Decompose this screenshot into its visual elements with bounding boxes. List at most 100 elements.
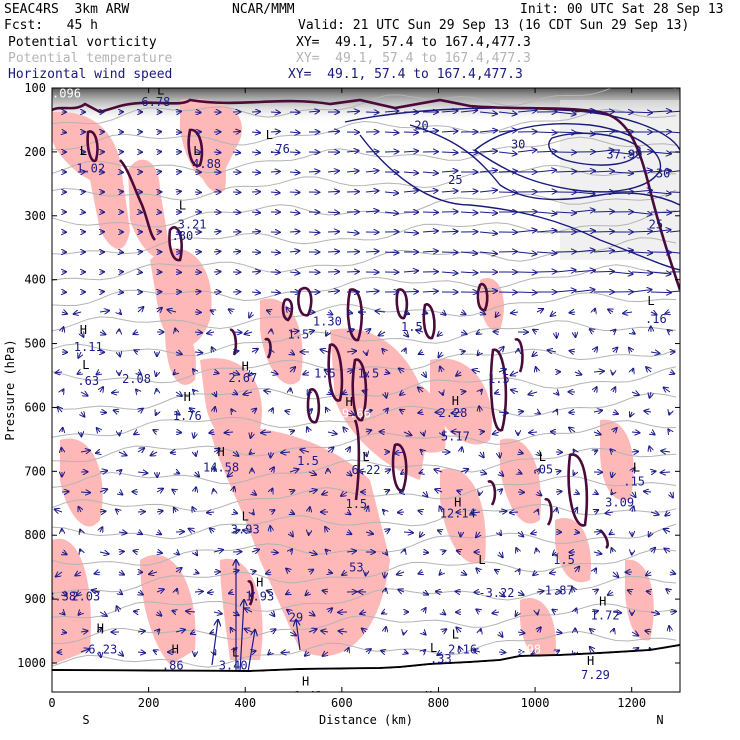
wind-arrow xyxy=(398,590,405,592)
wind-arrow xyxy=(133,551,138,552)
wind-arrow xyxy=(441,252,458,253)
wind-arrow xyxy=(366,329,370,332)
wind-arrow xyxy=(536,367,537,372)
annotation-label: H xyxy=(302,674,309,688)
wind-arrow xyxy=(479,112,497,114)
wind-arrow xyxy=(664,529,671,532)
wind-arrow xyxy=(289,132,300,133)
wind-arrow xyxy=(418,511,423,512)
wind-arrow xyxy=(97,428,100,432)
wind-arrow xyxy=(441,191,458,192)
pv-shade-area xyxy=(180,99,242,182)
wind-arrow xyxy=(281,452,291,453)
wind-arrow xyxy=(78,372,82,374)
y-tick-label: 800 xyxy=(24,528,46,542)
wind-arrow xyxy=(303,372,310,374)
wind-arrow xyxy=(251,431,253,438)
annotation-label: 1.5 xyxy=(288,327,310,341)
wind-arrow xyxy=(460,110,477,112)
annotation-label: L xyxy=(82,358,89,372)
wind-arrow xyxy=(245,332,253,334)
annotation-label: .86 xyxy=(162,658,184,672)
wind-arrow xyxy=(403,291,418,292)
wind-arrow xyxy=(365,410,372,412)
wind-arrow xyxy=(323,652,328,656)
pv-contour-line xyxy=(247,580,254,606)
wind-arrow xyxy=(138,532,142,534)
wind-arrow xyxy=(498,171,517,172)
wind-arrow xyxy=(422,131,438,132)
wind-arrow xyxy=(290,388,291,392)
wind-arrow xyxy=(213,152,221,153)
wind-arrow xyxy=(250,452,252,454)
wind-arrow xyxy=(613,412,618,414)
wind-arrow xyxy=(95,572,100,574)
wind-arrow xyxy=(346,171,359,172)
wind-arrow xyxy=(550,572,557,573)
wind-arrow xyxy=(270,552,278,553)
pv-shade-area xyxy=(380,378,446,453)
wind-arrow xyxy=(327,131,339,132)
field-xy-pv: XY= 49.1, 57.4 to 167.4,477.3 xyxy=(296,35,531,50)
wind-arrow xyxy=(517,632,525,633)
wind-arrow xyxy=(610,449,613,452)
y-tick-label: 200 xyxy=(24,145,46,159)
wind-arrow xyxy=(612,250,633,252)
wind-arrow xyxy=(62,132,66,133)
annotation-label: H xyxy=(599,595,606,609)
wind-arrow xyxy=(249,312,252,318)
wind-arrow xyxy=(232,212,240,213)
wind-arrow xyxy=(669,626,670,633)
wind-arrow xyxy=(366,649,371,652)
wind-arrow xyxy=(645,631,652,632)
y-tick-label: 1000 xyxy=(17,656,46,670)
wind-arrow xyxy=(382,612,385,614)
theta-contour-line xyxy=(52,392,677,438)
wind-arrow xyxy=(232,351,239,352)
annotation-label: 29 xyxy=(289,610,303,624)
wind-arrow xyxy=(650,512,659,515)
x-tick-label: 400 xyxy=(234,696,256,710)
wind-arrow xyxy=(422,231,438,232)
wind-arrow xyxy=(669,412,670,415)
wind-arrow xyxy=(366,506,368,513)
wind-arrow xyxy=(536,212,556,214)
wind-arrow xyxy=(670,572,675,574)
wind-arrow xyxy=(665,512,670,516)
wind-arrow xyxy=(194,112,201,113)
wind-arrow xyxy=(440,367,442,372)
pv-contour-line xyxy=(86,130,99,163)
y-tick-label: 100 xyxy=(24,81,46,95)
wind-vectors xyxy=(55,110,680,673)
annotation-label: .63 xyxy=(77,374,99,388)
wind-arrow xyxy=(365,251,379,252)
wind-arrow xyxy=(498,369,506,372)
wind-arrow xyxy=(476,532,480,537)
wind-arrow xyxy=(328,608,332,612)
annotation-label: L xyxy=(362,450,369,464)
wind-arrow xyxy=(461,572,466,575)
wind-arrow xyxy=(403,232,418,233)
annotation-label: 9.66 xyxy=(342,407,371,421)
wind-arrow xyxy=(239,600,244,673)
wind-arrow xyxy=(518,532,523,537)
annotation-label: 5.17 xyxy=(441,430,470,444)
wind-arrow xyxy=(270,171,280,172)
wind-arrow xyxy=(668,429,670,432)
wind-arrow xyxy=(176,432,181,433)
wind-arrow xyxy=(555,290,576,292)
wind-arrow xyxy=(62,327,64,332)
wind-arrow xyxy=(419,352,423,354)
wind-arrow xyxy=(96,452,100,453)
theta-contour-line xyxy=(52,264,677,306)
wind-arrow xyxy=(480,390,482,392)
wind-arrow xyxy=(343,392,348,394)
wind-arrow xyxy=(251,271,260,272)
wind-arrow xyxy=(593,410,602,412)
wind-arrow xyxy=(243,530,253,532)
wind-arrow xyxy=(309,570,313,572)
wind-arrow xyxy=(213,251,220,252)
wind-arrow xyxy=(631,272,652,273)
wind-arrow xyxy=(650,192,671,194)
wind-arrow xyxy=(112,392,120,393)
